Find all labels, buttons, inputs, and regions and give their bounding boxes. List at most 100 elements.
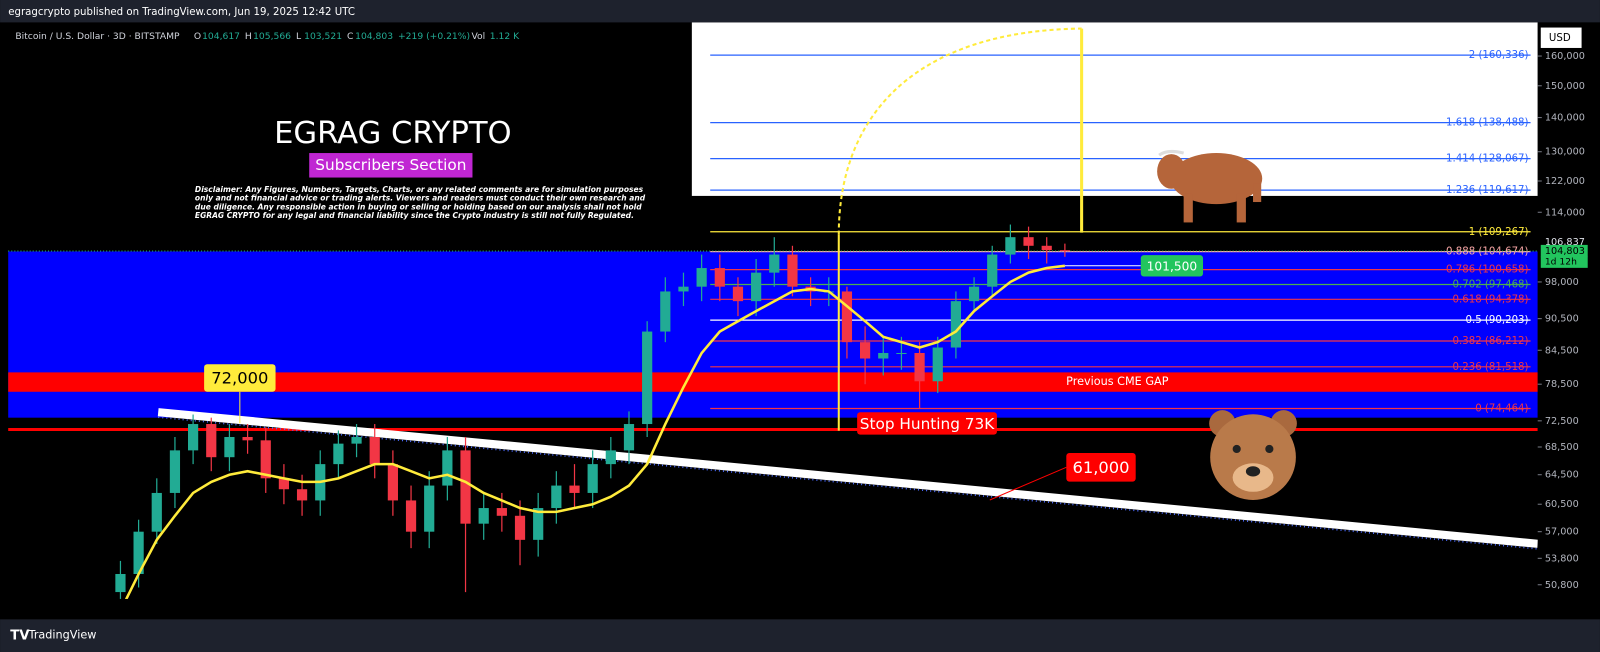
fib-label: 1.618 (138,488) [1446,118,1529,129]
candle-body [623,424,635,451]
ohlc-value: 103,521 [304,31,342,42]
vol-key: Vol [471,31,485,42]
callout-pointer [989,466,1067,501]
y-tick-label: 140,000 [1545,113,1585,124]
y-tick-label: 98,000 [1545,277,1579,288]
fib-label: 1.236 (119,617) [1446,185,1529,196]
footer [0,619,1600,652]
published: egragcrypto published on TradingView.com… [8,7,355,18]
candle-body [369,437,380,465]
badge: Subscribers Section [315,156,466,174]
brand-title: EGRAG CRYPTO [274,116,512,151]
y-tick-label: 64,500 [1545,470,1579,481]
fib-label: 1 (109,267) [1469,227,1529,238]
callout-bg [857,412,997,435]
disclaimer-line: only and not financial advice or trading… [195,194,646,203]
fib-label: 2 (160,336) [1469,50,1529,61]
bull-icon [1157,149,1263,223]
countdown: 1d 12h [1545,257,1577,268]
fib-label: 1.414 (128,067) [1446,154,1529,165]
candle-body [296,489,308,501]
candle-body [968,286,980,302]
vol-value: 1.12 K [490,31,520,42]
candle-body [442,450,453,486]
candle-body [859,342,871,359]
y-tick-label: 90,500 [1545,314,1579,325]
badge-bg [309,153,473,178]
candle-body [533,508,544,540]
price-tag: 106,837 [1545,237,1585,248]
y-tick-label: 160,000 [1545,51,1585,62]
y-tick-label: 78,500 [1545,379,1579,390]
candle-body [841,291,853,343]
candle-body [496,508,507,516]
candle-body [478,508,489,524]
candle-body [151,492,162,532]
callout: 72,000 [211,369,268,388]
ohlc-key: C [347,31,353,42]
candle-body [551,485,562,509]
candle-body [224,437,235,458]
candle-body [1005,237,1016,255]
candle-body [878,352,889,359]
candle-body [187,424,199,451]
candle-body [569,485,580,493]
ohlc-key: L [296,31,302,42]
candle-body [387,464,398,501]
candle-body [424,485,435,532]
ohlc-value: 105,566 [253,31,291,42]
moving-average [119,264,1066,612]
currency: USD [1549,33,1571,44]
countdown-bg [1540,256,1588,268]
y-tick-label: 53,800 [1545,553,1579,564]
y-tick-label: 72,500 [1545,416,1579,427]
projection-box [691,22,1538,196]
candle-body [914,352,925,382]
currency-bg [1540,27,1582,48]
top-bar [0,0,1600,23]
callout-bg [1066,453,1136,482]
candle-body [460,450,471,524]
candle-body [696,268,707,287]
disclaimer-line: due diligence. Any responsible action in… [195,202,642,211]
candle-body [333,443,344,465]
footer-text: TradingView [28,629,97,642]
zone [8,372,1538,392]
candle-body [678,286,689,292]
candle-body [1023,237,1034,246]
footer-logo: TV [10,629,30,644]
candle-body [351,437,362,444]
trendline [157,408,1539,548]
fib-label: 0.618 (94,378) [1453,294,1529,305]
y-tick-label: 60,500 [1545,499,1579,510]
candle-body [587,464,598,493]
ohlc-value: 104,803 [355,31,393,42]
candle-body [950,301,962,348]
time-axis [0,598,1600,620]
ohlc-key: O [194,31,201,42]
candle-body [932,347,943,382]
fib-label: 0.888 (104,674) [1446,247,1529,258]
candle-body [660,291,671,332]
price-axis [1537,22,1600,599]
candle-body [642,331,653,425]
callout-bg [204,364,276,392]
candle-body [514,515,526,540]
zone [8,251,1538,418]
y-tick-label: 68,500 [1545,442,1579,453]
candle-body [732,286,744,302]
fib-label: 0.382 (86,212) [1453,336,1529,347]
candle-body [605,450,616,465]
candle-body [278,478,290,490]
fib-label: 0.702 (97,468) [1453,279,1529,290]
candle-body [787,254,798,287]
y-tick-label: 122,000 [1545,176,1585,187]
candle-body [169,450,181,493]
callout-bg [1140,255,1204,277]
candle-body [405,500,417,532]
change: +219 (+0.21%) [398,31,470,42]
y-tick-label: 50,800 [1545,580,1579,591]
y-tick-label: 84,500 [1545,345,1579,356]
callout: 61,000 [1072,458,1129,477]
